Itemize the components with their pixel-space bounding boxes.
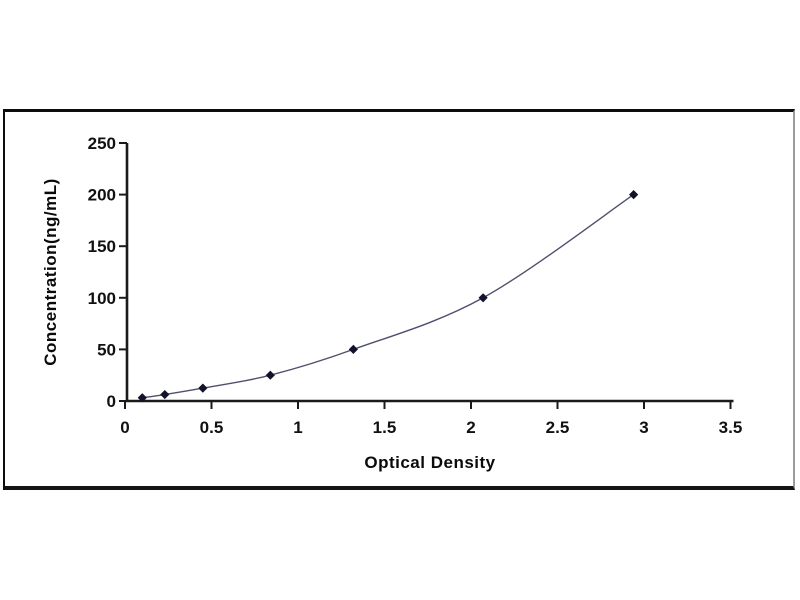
data-point-marker: [160, 389, 170, 400]
y-tick-label: 100: [88, 289, 116, 308]
x-tick-label: 2.5: [546, 418, 570, 437]
x-tick-label: 1: [293, 418, 302, 437]
x-tick-label: 0: [120, 418, 129, 437]
axes-lines: [125, 143, 734, 403]
data-point-marker: [348, 344, 358, 354]
x-tick-label: 0.5: [200, 418, 224, 437]
x-axis-title: Optical Density: [364, 453, 495, 472]
x-tick-label: 2: [466, 418, 475, 437]
y-tick-label: 150: [88, 237, 116, 256]
y-axis-title: Concentration(ng/mL): [41, 178, 60, 366]
standard-curve-line: [142, 194, 635, 399]
x-tick-label: 3: [639, 418, 648, 437]
y-tick-label: 250: [88, 134, 116, 153]
data-point-marker: [198, 383, 208, 393]
y-tick-label: 200: [88, 186, 116, 205]
data-point-marker: [137, 393, 147, 403]
data-point-marker: [629, 190, 639, 200]
y-tick-label: 50: [97, 340, 116, 359]
data-point-marker: [265, 370, 275, 380]
x-tick-label: 1.5: [373, 418, 397, 437]
data-point-marker: [478, 293, 488, 303]
chart-frame: [3, 109, 795, 490]
y-tick-label: 0: [107, 392, 116, 411]
x-tick-label: 3.5: [719, 418, 743, 437]
